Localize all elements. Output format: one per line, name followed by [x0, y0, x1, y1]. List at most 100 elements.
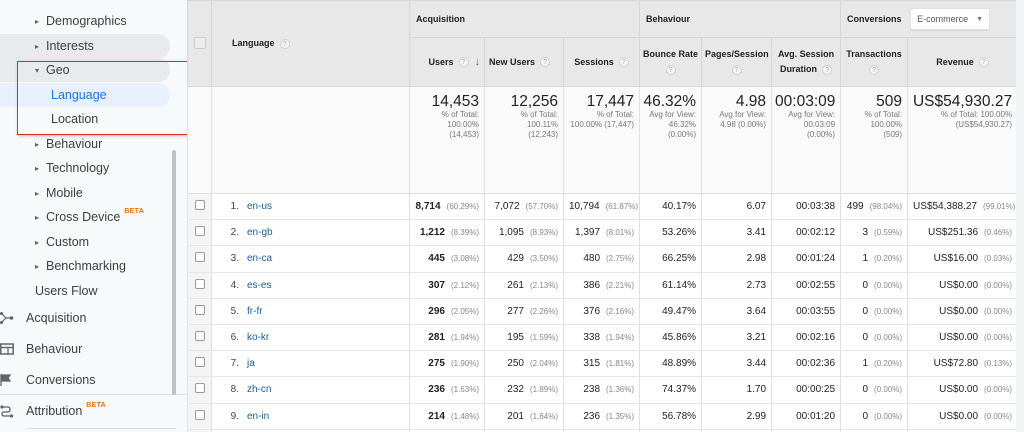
- total-transactions: 509% of Total: 100.00% (509): [840, 86, 909, 194]
- language-link[interactable]: fr-fr: [247, 305, 263, 317]
- sort-descending-icon[interactable]: ↓: [474, 55, 481, 68]
- language-link[interactable]: en-us: [247, 201, 273, 213]
- column-header-transactions[interactable]: Transactions?: [840, 37, 909, 87]
- help-icon[interactable]: ?: [665, 64, 676, 75]
- help-icon[interactable]: ?: [822, 64, 833, 75]
- sidebar-item-label: Language: [51, 88, 107, 102]
- users-cell: 8,714 (60.29%): [409, 193, 485, 221]
- sessions-cell: 376 (2.16%): [562, 298, 641, 325]
- help-icon[interactable]: ?: [978, 57, 989, 68]
- users-cell: 1,212 (8.39%): [409, 219, 485, 247]
- column-header-users[interactable]: Users? ↓: [409, 37, 485, 87]
- row-checkbox[interactable]: [194, 304, 205, 315]
- language-link[interactable]: ko-kr: [247, 332, 270, 344]
- sidebar-item-mobile[interactable]: ▸ Mobile: [32, 181, 83, 205]
- help-icon[interactable]: ?: [540, 57, 551, 68]
- sidebar-item-interests[interactable]: ▸ Interests: [32, 34, 94, 58]
- page-scroll-gutter: [1016, 0, 1024, 432]
- sidebar-item-custom[interactable]: ▸ Custom: [32, 230, 89, 254]
- avg-duration-cell: 00:03:55: [771, 298, 842, 325]
- sidebar-item-benchmarking[interactable]: ▸ Benchmarking: [32, 254, 126, 278]
- row-checkbox[interactable]: [194, 226, 205, 237]
- language-link[interactable]: zh-cn: [247, 384, 272, 396]
- sidebar-item-label: Cross Device: [46, 210, 121, 224]
- sidebar-item-geo[interactable]: ▾ Geo: [32, 58, 70, 82]
- language-link[interactable]: ja: [247, 358, 255, 370]
- avg-duration-cell: 00:03:38: [771, 193, 842, 221]
- table-row[interactable]: 1. en-us 8,714 (60.29%) 7,072 (57.70%) 10,7…: [187, 193, 1019, 221]
- column-label: Sessions: [574, 56, 614, 67]
- row-checkbox[interactable]: [194, 331, 205, 342]
- users-cell: 296 (2.05%): [409, 298, 485, 325]
- table-row[interactable]: 7. ja 275 (1.90%) 250 (2.04%) 315 (1.81%) 48…: [187, 350, 1019, 378]
- bounce-rate-cell: 61.14%: [639, 272, 703, 299]
- table-row[interactable]: 2. en-gb 1,212 (8.39%) 1,095 (8.93%) 1,397(…: [187, 219, 1019, 247]
- table-row[interactable]: 10.zh-tw 198(1.37%) 181(1.48%) 240(1.38%…: [187, 429, 1019, 432]
- total-revenue: US$54,930.27% of Total: 100.00% (US$54,93…: [907, 86, 1019, 194]
- table-row[interactable]: 9. en-in 214 (1.48%) 201 (1.64%) 236 (1.35%)…: [187, 403, 1019, 430]
- row-checkbox[interactable]: [194, 278, 205, 289]
- sidebar-section-conversions[interactable]: Conversions: [0, 366, 95, 394]
- sidebar-item-cross-device[interactable]: ▸ Cross Device BETA: [32, 205, 144, 229]
- caret-right-icon: ▸: [34, 237, 39, 247]
- new-users-cell: 1,095 (8.93%): [484, 219, 564, 247]
- sidebar-scrollbar[interactable]: [172, 150, 176, 395]
- help-icon[interactable]: ?: [279, 38, 290, 49]
- column-label: Bounce Rate: [643, 49, 699, 59]
- column-label: Duration: [780, 64, 818, 74]
- total-pages-session: 4.98 Avg for View: 4.98 (0.00%): [701, 86, 773, 194]
- sidebar-item-language[interactable]: Language: [51, 83, 107, 107]
- help-icon[interactable]: ?: [731, 64, 742, 75]
- sidebar-item-behaviour-sub[interactable]: ▸ Behaviour: [32, 132, 102, 156]
- row-checkbox[interactable]: [194, 383, 205, 394]
- new-users-cell: 232 (1.89%): [484, 376, 564, 404]
- help-icon[interactable]: ?: [458, 57, 469, 68]
- pages-session-cell: 1.70: [701, 376, 773, 404]
- sessions-cell: 315 (1.81%): [562, 350, 641, 378]
- language-link[interactable]: en-in: [247, 410, 270, 422]
- select-all-checkbox[interactable]: [193, 36, 206, 49]
- sidebar-section-acquisition[interactable]: Acquisition: [0, 304, 86, 332]
- sidebar-section-behaviour[interactable]: Behaviour: [0, 335, 82, 363]
- dropdown-value: E-commerce: [917, 14, 969, 24]
- row-checkbox-cell: [187, 193, 212, 221]
- avg-duration-cell: 00:02:28: [771, 429, 842, 432]
- table-row[interactable]: 8. zh-cn 236 (1.63%) 232 (1.89%) 238 (1.36%)…: [187, 376, 1019, 404]
- language-link[interactable]: en-gb: [247, 227, 273, 239]
- sidebar-section-attribution[interactable]: Attribution BETA: [0, 397, 106, 425]
- table-row[interactable]: 6. ko-kr 281 (1.94%) 195 (1.59%) 338 (1.94%)…: [187, 324, 1019, 352]
- dimension-header[interactable]: Language?: [211, 0, 410, 87]
- sidebar-item-demographics[interactable]: ▸ Demographics: [32, 9, 127, 33]
- transactions-cell: 0(0.00%): [840, 403, 909, 430]
- language-link[interactable]: en-ca: [247, 253, 273, 265]
- table-row[interactable]: 4. es-es 307 (2.12%) 261 (2.13%) 386 (2.21%)…: [187, 272, 1019, 299]
- language-cell: 8. zh-cn: [211, 376, 410, 404]
- transactions-cell: 499 (98.04%): [840, 193, 909, 221]
- column-header-new-users[interactable]: New Users?: [484, 37, 564, 87]
- row-checkbox[interactable]: [194, 200, 205, 211]
- row-checkbox[interactable]: [194, 409, 205, 420]
- sidebar-item-users-flow[interactable]: Users Flow: [35, 279, 98, 303]
- sidebar-item-technology[interactable]: ▸ Technology: [32, 156, 109, 180]
- table-row[interactable]: 3. en-ca 445 (3.08%) 429 (3.50%) 480 (2.75%)…: [187, 245, 1019, 273]
- column-header-avg-session-duration[interactable]: Avg. Session Duration?: [771, 37, 842, 87]
- column-header-sessions[interactable]: Sessions?: [562, 37, 641, 87]
- row-rank: 6.: [230, 332, 239, 344]
- language-cell: 1. en-us: [211, 193, 410, 221]
- sidebar-item-location[interactable]: Location: [51, 107, 98, 131]
- column-header-pages-session[interactable]: Pages/Session?: [701, 37, 773, 87]
- language-link[interactable]: es-es: [247, 279, 272, 291]
- help-icon[interactable]: ?: [618, 57, 629, 68]
- language-cell: 3. en-ca: [211, 245, 410, 273]
- conversion-type-dropdown[interactable]: E-commerce ▼: [910, 8, 991, 30]
- help-icon[interactable]: ?: [869, 64, 880, 75]
- row-checkbox[interactable]: [194, 357, 205, 368]
- users-cell: 236 (1.63%): [409, 376, 485, 404]
- row-checkbox[interactable]: [194, 252, 205, 263]
- revenue-cell: US$16.00 (0.03%): [907, 245, 1019, 273]
- avg-duration-cell: 00:02:36: [771, 350, 842, 378]
- column-header-revenue[interactable]: Revenue?: [907, 37, 1019, 87]
- table-row[interactable]: 5. fr-fr 296 (2.05%) 277 (2.26%) 376 (2.16%)…: [187, 298, 1019, 325]
- avg-duration-cell: 00:02:55: [771, 272, 842, 299]
- column-header-bounce-rate[interactable]: Bounce Rate?: [639, 37, 703, 87]
